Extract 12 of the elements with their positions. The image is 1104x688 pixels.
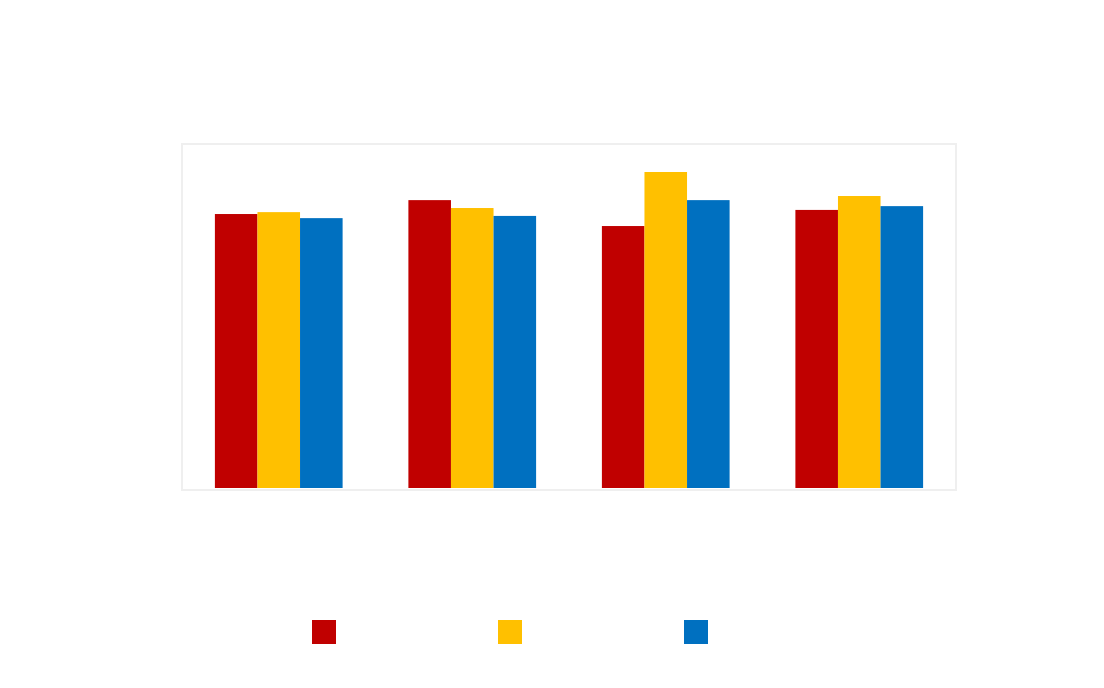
- bar: [795, 209, 838, 488]
- bar: [601, 226, 645, 488]
- bar: [300, 218, 343, 488]
- bar: [687, 200, 730, 488]
- bar: [214, 214, 258, 488]
- bar: [408, 200, 451, 488]
- bar: [880, 206, 924, 488]
- bar: [837, 196, 881, 488]
- bar: [257, 212, 301, 488]
- bar: [450, 208, 494, 488]
- bar: [644, 172, 688, 488]
- bar: [493, 215, 537, 488]
